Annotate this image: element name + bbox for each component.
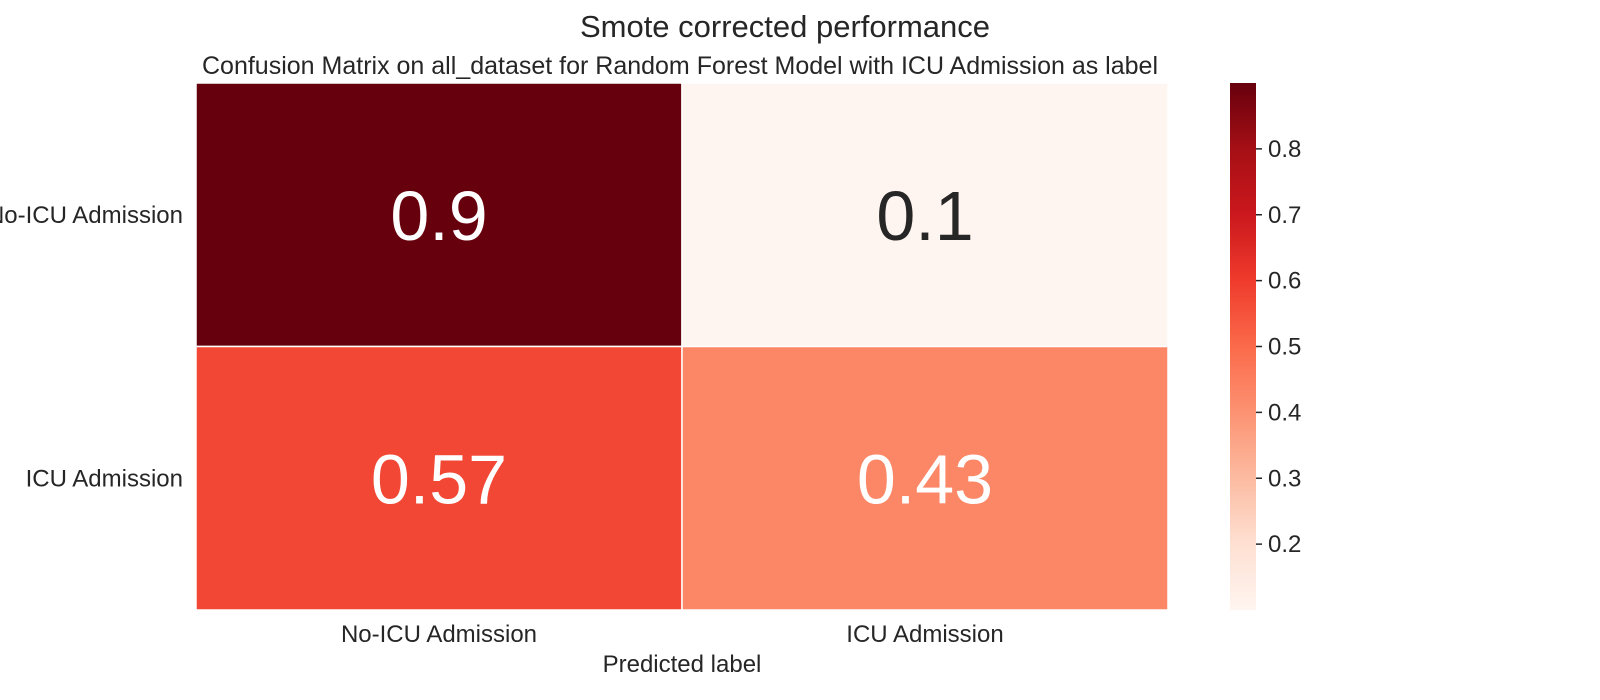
figure-suptitle: Smote corrected performance <box>580 9 990 44</box>
heatmap-annotation-1-1: 0.43 <box>857 440 993 518</box>
heatmap-annotation-0-0: 0.9 <box>390 177 487 255</box>
colorbar <box>1230 83 1256 610</box>
heatmap-cell-0-1 <box>681 82 1169 348</box>
heatmap-cell-0-0 <box>195 82 683 348</box>
x-tick-label-1: ICU Admission <box>846 621 1003 648</box>
y-tick-label-1: ICU Admission <box>26 465 183 492</box>
x-tick-label-0: No-ICU Admission <box>341 621 537 648</box>
colorbar-ticks: 0.2 0.3 0.4 0.5 0.6 0.7 0.8 <box>1256 136 1301 558</box>
x-axis-tick-labels: No-ICU Admission ICU Admission <box>341 621 1004 648</box>
colorbar-tick-label-1: 0.3 <box>1268 465 1301 492</box>
heatmap-cell-1-0 <box>195 345 683 611</box>
chart-title: Confusion Matrix on all_dataset for Rand… <box>202 52 1158 80</box>
colorbar-tick-label-2: 0.4 <box>1268 399 1301 426</box>
x-axis-label: Predicted label <box>603 651 762 678</box>
heatmap-annotation-1-0: 0.57 <box>371 440 507 518</box>
y-tick-label-0: No-ICU Admission <box>0 202 183 229</box>
colorbar-tick-label-6: 0.8 <box>1268 136 1301 163</box>
colorbar-tick-label-4: 0.6 <box>1268 268 1301 295</box>
heatmap-annotations: 0.9 0.1 0.57 0.43 <box>371 177 993 519</box>
heatmap-annotation-0-1: 0.1 <box>876 177 973 255</box>
colorbar-tick-label-0: 0.2 <box>1268 531 1301 558</box>
heatmap-cell-1-1 <box>681 345 1169 611</box>
colorbar-tick-label-3: 0.5 <box>1268 334 1301 361</box>
heatmap-cells <box>195 82 1169 611</box>
y-axis-tick-labels: No-ICU Admission ICU Admission <box>0 202 183 493</box>
colorbar-tick-label-5: 0.7 <box>1268 202 1301 229</box>
